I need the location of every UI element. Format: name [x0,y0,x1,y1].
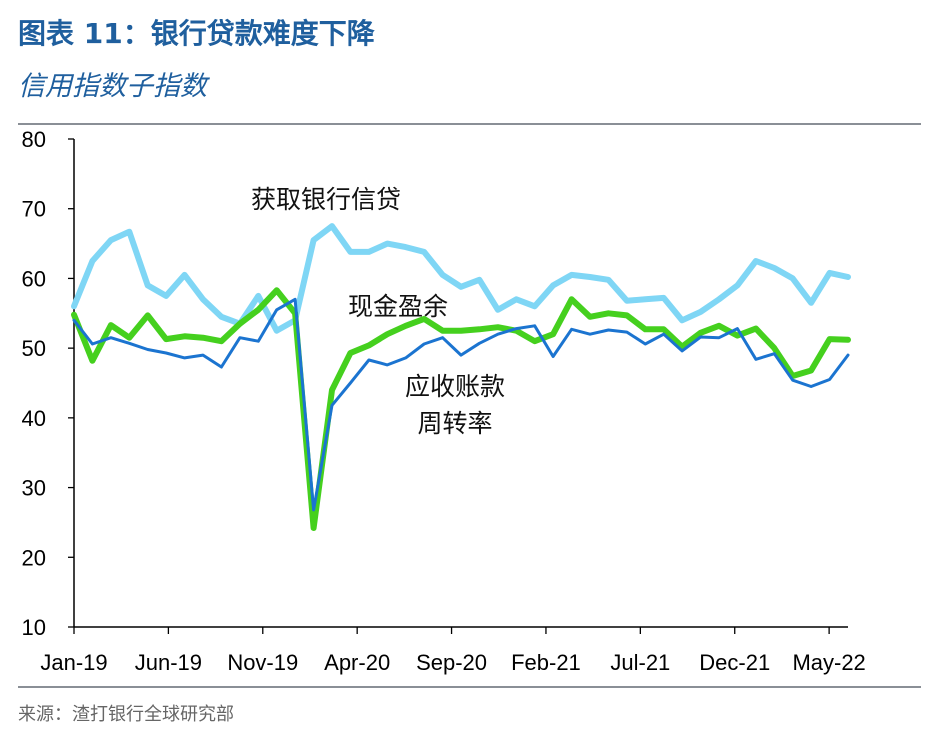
y-tick-label: 20 [22,545,46,570]
y-axis: 10 20 30 40 50 60 70 80 [22,127,75,640]
top-divider [18,123,921,125]
series-line-3 [72,297,850,512]
x-tick-label: Jun-19 [135,650,202,675]
bottom-divider [18,686,921,688]
x-tick-label: May-22 [792,650,865,675]
series-annotation: 周转率 [417,409,492,438]
series-annotation: 获取银行信贷 [251,185,401,214]
chart-subtitle: 信用指数子指数 [18,71,207,102]
x-tick-label: Apr-20 [324,650,390,675]
x-tick-label: Nov-19 [227,650,298,675]
y-tick-label: 30 [22,476,46,501]
x-tick-label: Feb-21 [511,650,581,675]
series-annotation: 应收账款 [405,372,505,401]
series-lines [71,223,851,531]
y-tick-label: 60 [22,266,46,291]
series-line-1 [71,223,851,334]
y-tick-label: 40 [22,406,46,431]
x-tick-label: Jan-19 [40,650,107,675]
y-tick-label: 50 [22,336,46,361]
source-note: 来源：渣打银行全球研究部 [18,704,234,725]
x-tick-label: Dec-21 [699,650,770,675]
series-line-2 [71,287,851,531]
page-title: 图表 11：银行贷款难度下降 [18,17,375,50]
series-annotation: 现金盈余 [348,292,448,321]
y-tick-label: 70 [22,197,46,222]
y-tick-label: 80 [22,127,46,152]
x-tick-label: Sep-20 [416,650,487,675]
x-axis: Jan-19 Jun-19 Nov-19 Apr-20 Sep-20 Feb-21 Jul-… [40,626,866,675]
x-tick-label: Jul-21 [610,650,670,675]
y-tick-label: 10 [22,615,46,640]
